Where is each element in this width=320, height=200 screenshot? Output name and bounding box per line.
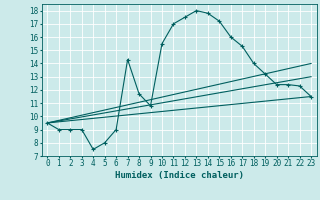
X-axis label: Humidex (Indice chaleur): Humidex (Indice chaleur) xyxy=(115,171,244,180)
